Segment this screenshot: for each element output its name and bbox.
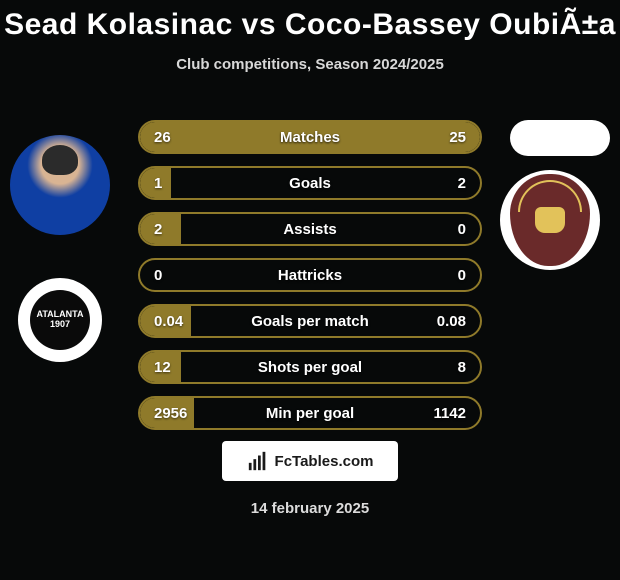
- stat-row: 20Assists: [138, 212, 482, 246]
- branding-badge: FcTables.com: [222, 441, 398, 481]
- atalanta-crest-icon: ATALANTA1907: [30, 290, 90, 350]
- stats-comparison: 2625Matches 12Goals 20Assists 00Hattricks 0.…: [138, 120, 482, 442]
- player-left-avatar: [10, 135, 110, 235]
- branding-text: FcTables.com: [275, 453, 374, 470]
- date-label: 14 february 2025: [0, 500, 620, 517]
- bar-chart-icon: [247, 450, 269, 472]
- stat-row: 0.040.08Goals per match: [138, 304, 482, 338]
- stat-row: 29561142Min per goal: [138, 396, 482, 430]
- player-left-club-crest: ATALANTA1907: [18, 278, 102, 362]
- stat-metric-label: Assists: [140, 221, 480, 238]
- player-right-avatar: [510, 120, 610, 156]
- stat-metric-label: Goals per match: [140, 313, 480, 330]
- stat-row: 128Shots per goal: [138, 350, 482, 384]
- stat-row: 2625Matches: [138, 120, 482, 154]
- stat-metric-label: Min per goal: [140, 405, 480, 422]
- torino-crest-icon: [510, 174, 590, 266]
- player-right-club-crest: [500, 170, 600, 270]
- stat-metric-label: Hattricks: [140, 267, 480, 284]
- stat-metric-label: Matches: [140, 129, 480, 146]
- stat-row: 12Goals: [138, 166, 482, 200]
- stat-metric-label: Goals: [140, 175, 480, 192]
- page-title: Sead Kolasinac vs Coco-Bassey OubiÃ±a: [0, 0, 620, 42]
- subtitle: Club competitions, Season 2024/2025: [0, 56, 620, 73]
- stat-metric-label: Shots per goal: [140, 359, 480, 376]
- stat-row: 00Hattricks: [138, 258, 482, 292]
